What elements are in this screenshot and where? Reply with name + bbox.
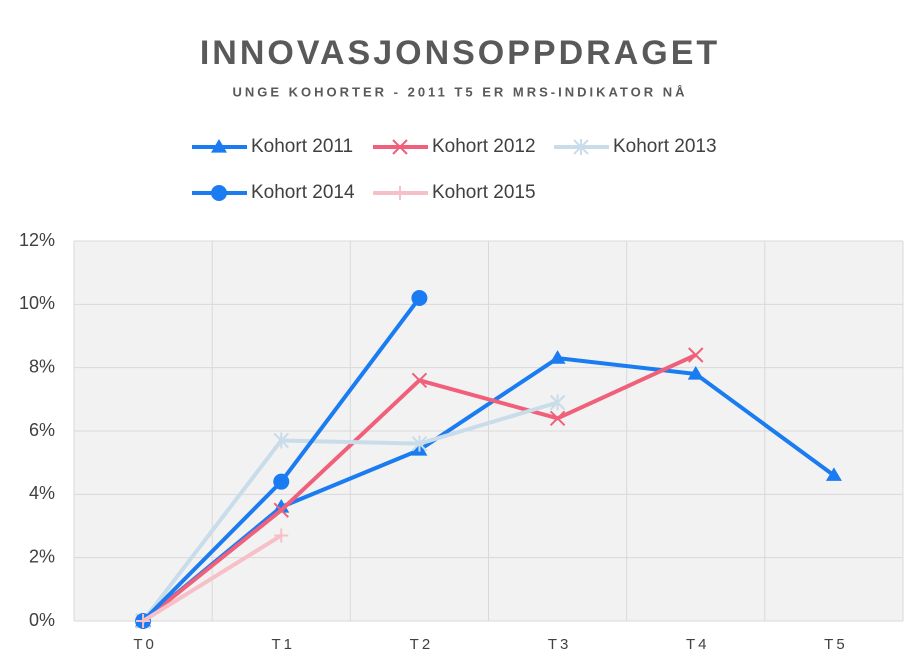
data-point [411, 290, 428, 306]
data-point [549, 350, 566, 364]
y-tick-label: 12% [19, 230, 55, 250]
legend-label: Kohort 2014 [251, 182, 355, 203]
chart-subtitle: UNGE KOHORTER - 2011 T5 ER MRS-INDIKATOR… [232, 84, 687, 99]
y-tick-label: 8% [29, 356, 55, 376]
data-point [688, 347, 704, 363]
data-point [273, 502, 289, 518]
data-point [411, 435, 428, 452]
data-point [273, 499, 290, 513]
series-line [142, 533, 283, 623]
x-tick-label: T0 [133, 636, 157, 653]
chart-title: INNOVASJONSOPPDRAGET [200, 34, 720, 72]
data-point [549, 394, 566, 411]
data-point [687, 366, 704, 380]
legend-label: Kohort 2015 [432, 182, 536, 203]
y-tick-label: 6% [29, 420, 55, 440]
data-point [274, 528, 289, 543]
data-point [273, 432, 289, 449]
legend-marker [393, 186, 407, 200]
x-tick-label: T4 [686, 636, 710, 653]
x-tick-label: T5 [824, 636, 848, 653]
data-point [411, 372, 428, 389]
x-tick-label: T3 [548, 636, 572, 653]
x-tick-label: T1 [271, 636, 295, 653]
data-point [825, 467, 842, 481]
x-tick-label: T2 [410, 636, 434, 653]
data-point [549, 410, 566, 427]
y-tick-label: 10% [19, 293, 55, 313]
data-point [136, 614, 151, 628]
legend-marker [211, 139, 227, 153]
y-tick-label: 2% [29, 546, 55, 566]
legend-marker [392, 139, 408, 155]
legend-label: Kohort 2011 [251, 136, 353, 157]
y-tick-label: 4% [29, 483, 55, 503]
data-point [273, 473, 290, 490]
y-tick-label: 0% [29, 610, 55, 630]
series-line [141, 400, 559, 623]
legend-label: Kohort 2013 [613, 136, 717, 157]
legend-label: Kohort 2012 [432, 136, 536, 157]
series-line [141, 356, 836, 623]
legend-marker [573, 139, 589, 155]
legend-marker [211, 185, 227, 201]
